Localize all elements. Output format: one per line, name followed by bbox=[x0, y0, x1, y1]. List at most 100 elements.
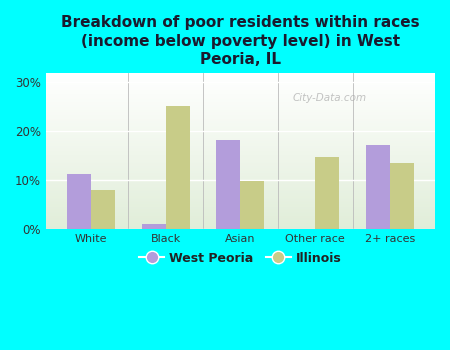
Bar bbox=[46, 99, 435, 101]
Bar bbox=[46, 196, 435, 198]
Bar bbox=[46, 224, 435, 226]
Bar bbox=[46, 129, 435, 131]
Bar bbox=[46, 85, 435, 86]
Bar bbox=[46, 226, 435, 228]
Bar bbox=[46, 152, 435, 154]
Text: City-Data.com: City-Data.com bbox=[293, 93, 367, 103]
Bar bbox=[46, 122, 435, 124]
Bar bbox=[390, 163, 414, 229]
Bar bbox=[46, 77, 435, 79]
Bar bbox=[46, 182, 435, 183]
Bar bbox=[46, 221, 435, 223]
Bar bbox=[46, 101, 435, 102]
Bar bbox=[46, 169, 435, 171]
Bar bbox=[46, 157, 435, 159]
Bar bbox=[46, 213, 435, 215]
Bar bbox=[46, 210, 435, 212]
Bar bbox=[46, 228, 435, 229]
Bar bbox=[46, 105, 435, 107]
Bar bbox=[46, 193, 435, 195]
Bar bbox=[46, 88, 435, 90]
Bar bbox=[46, 84, 435, 85]
Bar bbox=[46, 108, 435, 110]
Bar bbox=[46, 140, 435, 141]
Bar bbox=[46, 86, 435, 88]
Bar bbox=[46, 112, 435, 113]
Bar bbox=[46, 82, 435, 84]
Bar bbox=[46, 135, 435, 136]
Bar bbox=[46, 132, 435, 133]
Bar bbox=[46, 148, 435, 149]
Bar bbox=[46, 159, 435, 160]
Bar bbox=[46, 218, 435, 219]
Bar bbox=[46, 154, 435, 155]
Bar bbox=[240, 181, 265, 229]
Bar bbox=[46, 113, 435, 115]
Bar bbox=[46, 219, 435, 221]
Bar bbox=[46, 163, 435, 165]
Bar bbox=[46, 171, 435, 173]
Bar bbox=[46, 138, 435, 140]
Bar bbox=[46, 179, 435, 181]
Title: Breakdown of poor residents within races
(income below poverty level) in West
Pe: Breakdown of poor residents within races… bbox=[61, 15, 420, 67]
Bar bbox=[46, 201, 435, 202]
Bar bbox=[67, 174, 91, 229]
Bar bbox=[46, 188, 435, 190]
Bar bbox=[46, 119, 435, 121]
Bar bbox=[46, 145, 435, 146]
Bar bbox=[46, 131, 435, 132]
Bar bbox=[46, 173, 435, 174]
Bar bbox=[46, 149, 435, 151]
Bar bbox=[216, 140, 240, 229]
Bar bbox=[46, 79, 435, 80]
Bar bbox=[46, 107, 435, 108]
Bar bbox=[46, 177, 435, 179]
Bar bbox=[46, 198, 435, 199]
Bar bbox=[46, 190, 435, 191]
Bar bbox=[46, 181, 435, 182]
Bar bbox=[46, 151, 435, 152]
Bar bbox=[91, 190, 115, 229]
Bar bbox=[46, 155, 435, 157]
Bar bbox=[46, 204, 435, 205]
Bar bbox=[46, 174, 435, 176]
Bar bbox=[46, 121, 435, 122]
Bar bbox=[46, 90, 435, 91]
Bar bbox=[46, 191, 435, 193]
Bar bbox=[46, 104, 435, 105]
Bar bbox=[46, 118, 435, 119]
Bar bbox=[46, 115, 435, 116]
Bar bbox=[46, 183, 435, 185]
Bar bbox=[46, 216, 435, 218]
Bar bbox=[46, 165, 435, 166]
Bar bbox=[46, 166, 435, 168]
Bar bbox=[166, 106, 189, 229]
Bar bbox=[142, 224, 166, 229]
Legend: West Peoria, Illinois: West Peoria, Illinois bbox=[134, 246, 346, 270]
Bar bbox=[46, 223, 435, 224]
Bar bbox=[46, 162, 435, 163]
Bar bbox=[46, 207, 435, 209]
Bar bbox=[46, 136, 435, 138]
Bar bbox=[46, 96, 435, 98]
Bar bbox=[46, 72, 435, 74]
Bar bbox=[46, 199, 435, 201]
Bar bbox=[46, 143, 435, 145]
Bar bbox=[46, 98, 435, 99]
Bar bbox=[46, 133, 435, 135]
Bar bbox=[46, 215, 435, 216]
Bar bbox=[46, 202, 435, 204]
Bar bbox=[46, 74, 435, 76]
Bar bbox=[46, 209, 435, 210]
Bar bbox=[46, 76, 435, 77]
Bar bbox=[46, 168, 435, 169]
Bar bbox=[46, 124, 435, 126]
Bar bbox=[315, 156, 339, 229]
Bar bbox=[46, 212, 435, 213]
Bar bbox=[46, 187, 435, 188]
Bar bbox=[46, 176, 435, 177]
Bar bbox=[46, 160, 435, 162]
Bar bbox=[46, 91, 435, 93]
Bar bbox=[46, 185, 435, 187]
Bar bbox=[46, 195, 435, 196]
